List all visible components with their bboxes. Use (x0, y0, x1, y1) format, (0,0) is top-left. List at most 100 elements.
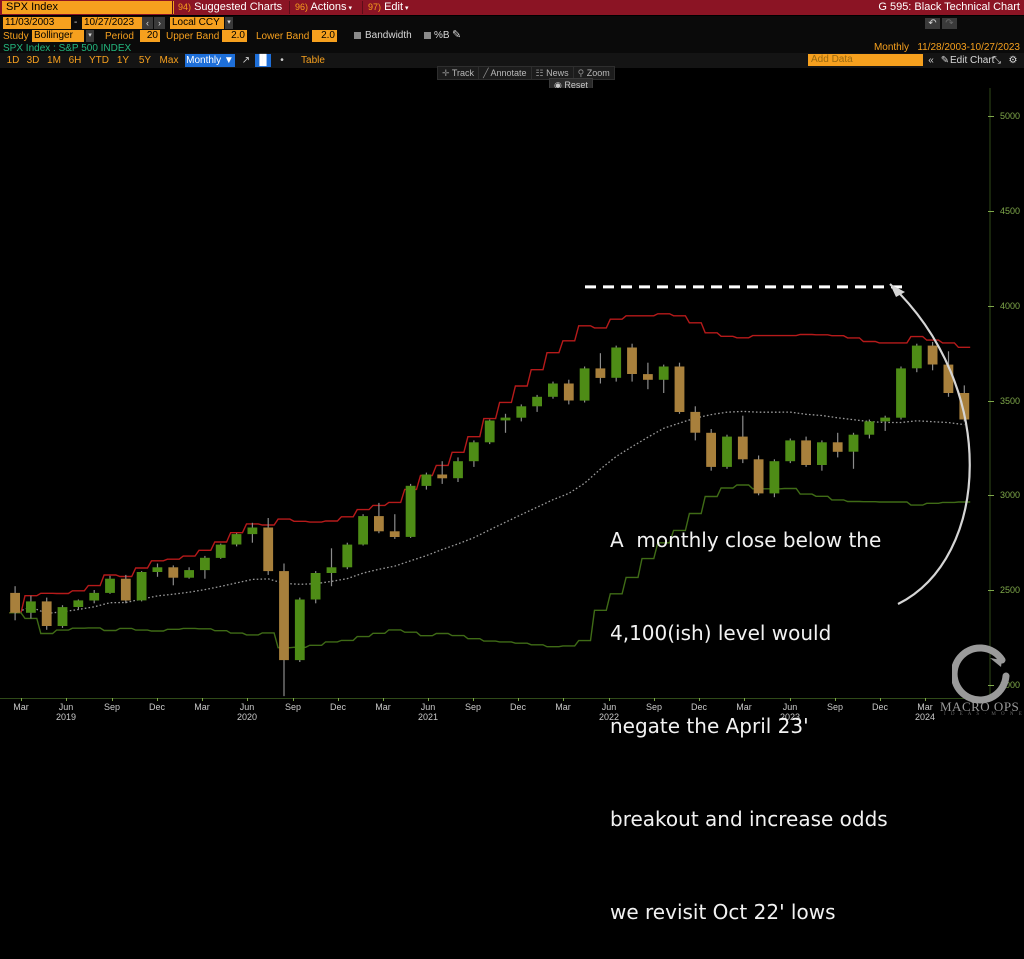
titlebar-item-number: 94) (178, 2, 192, 12)
x-axis-tick-mark (293, 698, 294, 701)
titlebar-item-actions[interactable]: 96) Actions ▾ (295, 1, 352, 14)
period-input[interactable]: 20 (140, 30, 160, 42)
timeframe-6h-button[interactable]: 6H (68, 55, 82, 66)
timeframe-1d-button[interactable]: 1D (6, 55, 20, 66)
y-axis-tick-label: 2000 (1000, 679, 1021, 690)
more-options-icon[interactable]: • (280, 55, 284, 66)
x-axis-tick-label: Jun (58, 702, 74, 712)
timeframe-3d-button[interactable]: 3D (26, 55, 40, 66)
settings-gear-icon[interactable]: ⚙ (1008, 55, 1018, 66)
x-axis-tick-label: Jun (782, 702, 798, 712)
bandwidth-checkbox[interactable] (354, 32, 361, 39)
candle-body (801, 440, 811, 465)
annotation-arrow-head (890, 284, 905, 297)
collapse-panel-button[interactable]: « (928, 55, 934, 66)
annotate-tool[interactable]: ╱ Annotate (479, 67, 532, 79)
ticker-input[interactable]: SPX Index (2, 1, 174, 14)
y-axis-tick-label: 5000 (1000, 111, 1021, 122)
timeframe-1m-button[interactable]: 1M (47, 55, 61, 66)
currency-dropdown-icon[interactable]: ▾ (225, 17, 233, 29)
x-axis-tick-mark (66, 698, 67, 701)
candle-body (152, 567, 163, 572)
candle-body (168, 567, 179, 578)
x-axis-year-label: 2021 (417, 712, 439, 722)
x-axis-tick-label: Sep (103, 702, 120, 712)
price-chart[interactable] (0, 88, 1024, 698)
study-label: Study (3, 31, 29, 42)
track-tool[interactable]: ✛ Track (438, 67, 480, 79)
candle-body (548, 383, 558, 397)
titlebar-divider (289, 1, 290, 14)
timeframe-ytd-button[interactable]: YTD (89, 55, 109, 66)
y-axis-tick-label: 2500 (1000, 585, 1021, 596)
timeframe-monthly-button[interactable]: Monthly ▼ (185, 54, 235, 67)
x-axis-tick-label: Mar (194, 702, 210, 712)
news-tool[interactable]: ☷ News (532, 67, 574, 79)
candle-body (690, 411, 701, 433)
candle-body (595, 368, 606, 378)
x-axis-tick-mark (473, 698, 474, 701)
study-select[interactable]: Bollinger (32, 30, 84, 42)
pencil-icon[interactable]: ✎ (452, 29, 462, 41)
currency-select[interactable]: Local CCY (170, 17, 224, 29)
add-data-input[interactable]: Add Data (808, 54, 923, 66)
edit-chart-button[interactable]: Edit Chart (950, 55, 995, 66)
chevron-down-icon[interactable]: ▾ (346, 5, 353, 12)
edit-chart-pencil-icon[interactable]: ✎ (940, 55, 950, 66)
date-next-button[interactable]: › (154, 17, 165, 29)
titlebar-item-label: Suggested Charts (191, 1, 283, 13)
upper-band-input[interactable]: 2.0 (222, 30, 247, 42)
x-axis-tick-mark (609, 698, 610, 701)
x-axis-line (0, 698, 988, 699)
titlebar-item-label: Actions (308, 1, 347, 13)
candle-body (484, 420, 495, 443)
date-to-input[interactable]: 10/27/2023 (82, 17, 150, 29)
chevron-down-icon[interactable]: ▾ (403, 5, 409, 12)
candle-body (674, 366, 685, 412)
bollinger-middle-band (14, 410, 965, 615)
x-axis-year-label: 2020 (236, 712, 258, 722)
zoom-icon: ⚲ (577, 68, 587, 78)
candle-body (737, 436, 748, 460)
line-chart-icon[interactable]: ↗ (241, 55, 251, 66)
chart-subtitle: SPX Index : S&P 500 INDEX (3, 43, 132, 54)
candle-body (722, 436, 732, 467)
titlebar-divider (362, 1, 363, 14)
titlebar-divider (172, 1, 173, 14)
expand-chart-icon[interactable]: ⤡ (993, 55, 1001, 66)
y-axis-tick-label: 3000 (1000, 490, 1021, 501)
x-axis-tick-label: Dec (690, 702, 707, 712)
y-axis-tick-mark (988, 211, 994, 213)
x-axis-tick-label: Sep (284, 702, 301, 712)
x-axis: Mar Jun 2019 Sep Dec Mar Jun 2020 Sep Dec Mar Jun 20… (0, 698, 1024, 722)
percent-b-label: %B (434, 30, 450, 41)
table-button[interactable]: Table (301, 55, 325, 66)
candle-body (41, 601, 52, 626)
candle-body (911, 345, 922, 369)
candle-body (26, 601, 36, 613)
x-axis-tick-label: Jun (420, 702, 436, 712)
date-control-row: 11/03/2003 - 10/27/2023 ‹ › Local CCY ▾ … (0, 16, 1024, 29)
timeframe-max-button[interactable]: Max (159, 55, 179, 66)
date-from-input[interactable]: 11/03/2003 (3, 17, 71, 29)
timeframe-1y-button[interactable]: 1Y (116, 55, 130, 66)
candle-body (658, 366, 669, 380)
x-axis-tick-mark (202, 698, 203, 701)
bollinger-upper-band (9, 313, 971, 614)
date-prev-button[interactable]: ‹ (142, 17, 153, 29)
annotation-line-3: negate the April 23' (610, 714, 809, 738)
percent-b-checkbox[interactable] (424, 32, 431, 39)
x-axis-tick-mark (563, 698, 564, 701)
redo-button[interactable]: ↷ (942, 18, 957, 29)
timeframe-5y-button[interactable]: 5Y (138, 55, 152, 66)
lower-band-input[interactable]: 2.0 (312, 30, 337, 42)
zoom-tool[interactable]: ⚲ Zoom (574, 67, 614, 79)
x-axis-tick-label: Mar (13, 702, 29, 712)
titlebar-item-suggested-charts[interactable]: 94) Suggested Charts (178, 1, 282, 14)
bar-chart-icon[interactable]: ▐▌ (255, 54, 271, 67)
candle-body (927, 345, 938, 365)
study-dropdown-icon[interactable]: ▾ (86, 30, 94, 42)
titlebar-item-edit[interactable]: 97) Edit ▾ (368, 1, 409, 14)
undo-button[interactable]: ↶ (925, 18, 940, 29)
candle-body (817, 442, 827, 465)
